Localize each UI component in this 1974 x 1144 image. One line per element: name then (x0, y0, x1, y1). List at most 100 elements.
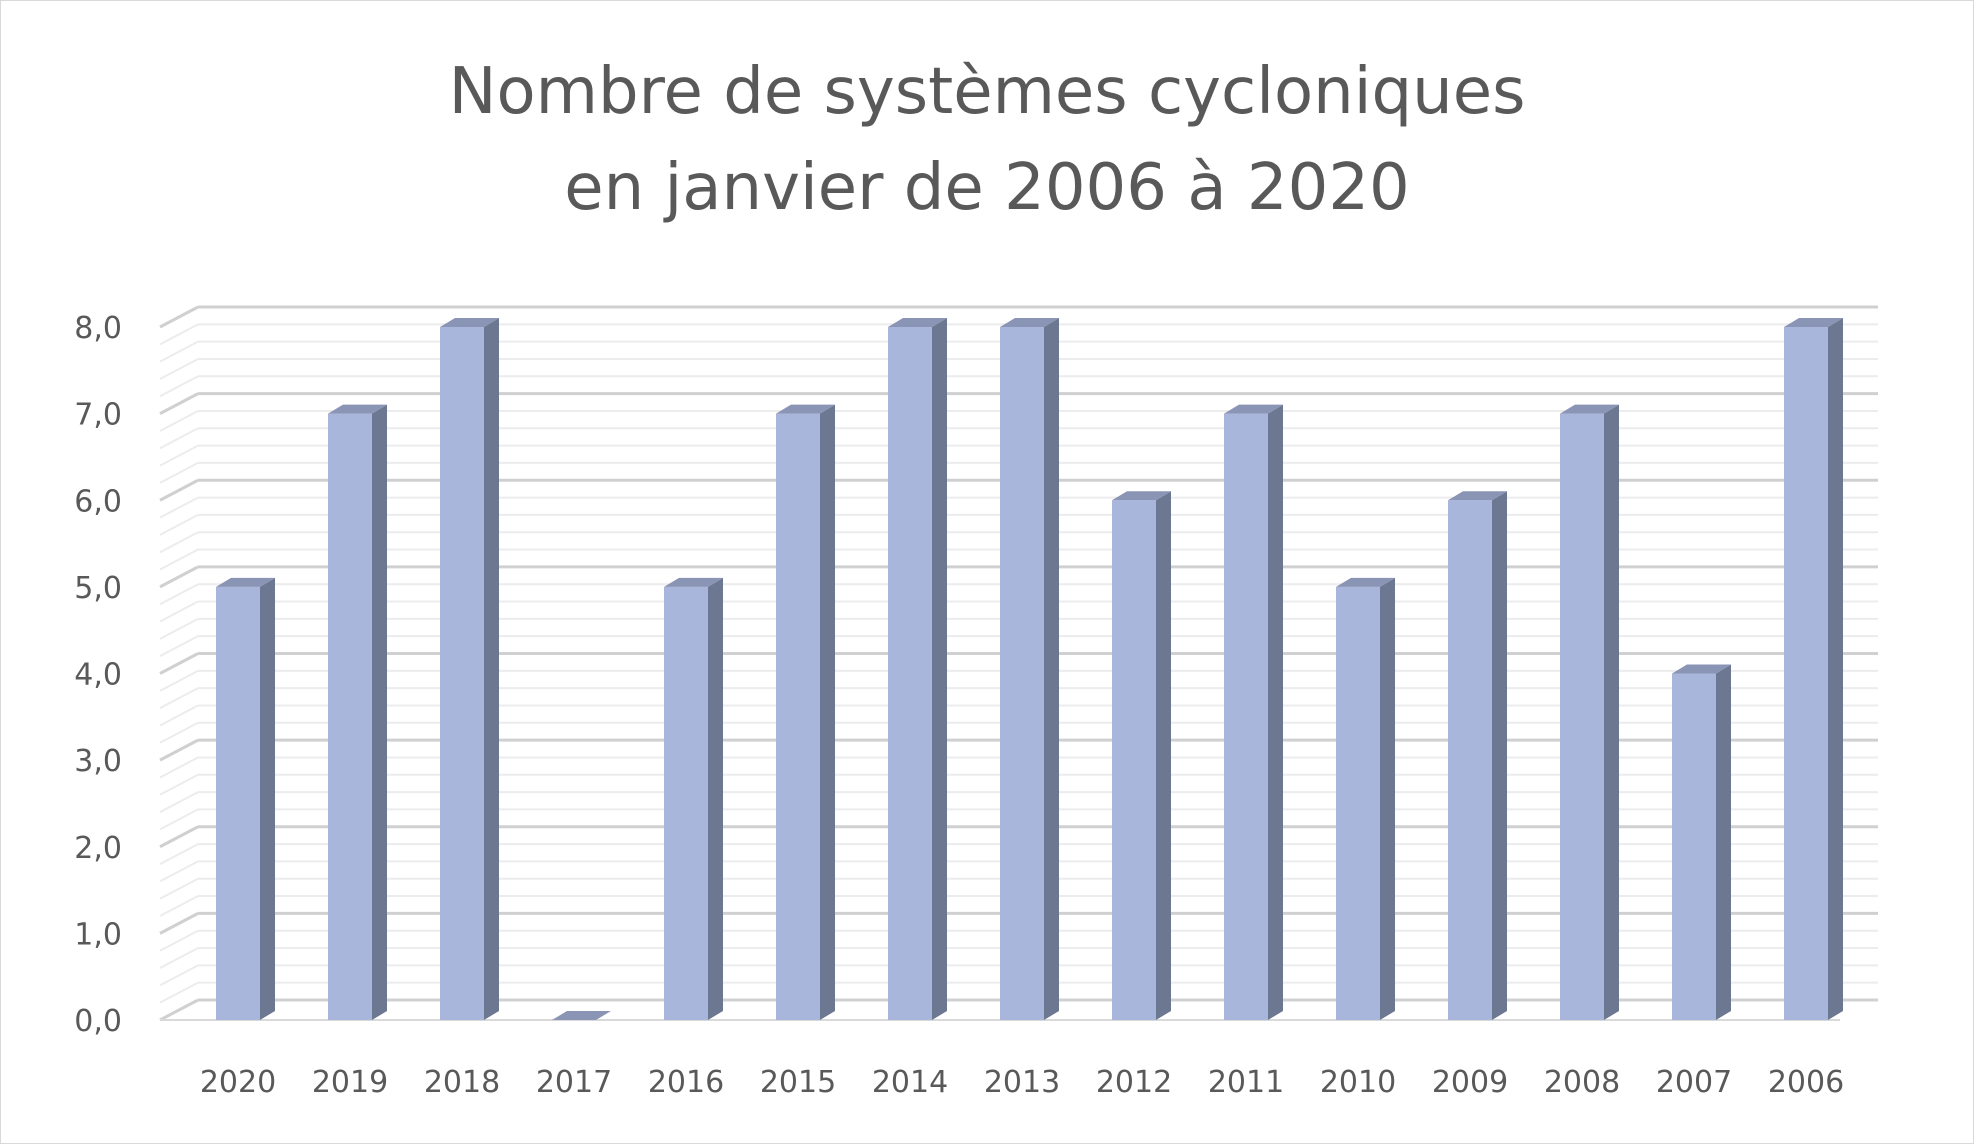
bar (1112, 491, 1171, 1020)
bar-top (888, 318, 947, 327)
bar-top (1112, 491, 1171, 501)
gridline-minor-depth (159, 669, 199, 692)
bar-top (1560, 404, 1619, 414)
gridline-minor-depth (159, 600, 199, 623)
bar-side (372, 404, 387, 1020)
x-tick-label: 2019 (312, 1065, 388, 1100)
bar-front (1112, 500, 1156, 1020)
x-tick-label: 2020 (200, 1065, 276, 1100)
bar (664, 577, 723, 1020)
bar (888, 318, 947, 1020)
gridline-major-depth (159, 478, 199, 502)
gridline-minor-depth (159, 773, 199, 796)
x-tick-label: 2017 (536, 1065, 612, 1100)
gridline-minor-depth (159, 964, 199, 987)
gridline-minor-depth (159, 929, 199, 952)
x-axis-ticks: 2020 2019 2018 2017 2016 2015 2014 2013 2012 2011… (200, 1065, 1844, 1100)
bar-front (664, 586, 708, 1020)
bar-front (1448, 500, 1492, 1020)
bar-front (440, 327, 484, 1020)
y-tick-label: 1,0 (74, 917, 122, 952)
x-tick-label: 2006 (1768, 1065, 1844, 1100)
bar (1448, 491, 1507, 1020)
x-tick-label: 2009 (1432, 1065, 1508, 1100)
bar (1784, 318, 1843, 1020)
gridline-minor-depth (159, 427, 199, 450)
bar-top (1448, 491, 1507, 501)
bar-layer (216, 318, 1843, 1020)
y-tick-label: 2,0 (74, 831, 122, 866)
x-tick-label: 2008 (1544, 1065, 1620, 1100)
bar-front (1000, 327, 1044, 1020)
bar-side (932, 318, 947, 1020)
bar-top (776, 404, 835, 414)
gridline-major-depth (159, 998, 199, 1022)
bar-side (1156, 491, 1171, 1020)
gridline-minor-depth (159, 323, 199, 346)
x-tick-label: 2014 (872, 1065, 948, 1100)
gridline-major-depth (159, 825, 199, 849)
y-tick-label: 5,0 (74, 571, 122, 606)
y-tick-label: 7,0 (74, 398, 122, 433)
gridline-minor-depth (159, 617, 199, 640)
gridline-major-depth (159, 305, 199, 329)
bar-side (1268, 404, 1283, 1020)
x-tick-label: 2010 (1320, 1065, 1396, 1100)
gridline-minor-depth (159, 808, 199, 831)
gridline-minor-depth (159, 843, 199, 865)
x-tick-label: 2016 (648, 1065, 724, 1100)
bar-front (776, 413, 820, 1020)
y-axis-ticks: 0,0 1,0 2,0 3,0 4,0 5,0 6,0 7,0 8,0 (74, 311, 122, 1039)
gridline-minor-depth (159, 895, 199, 917)
x-tick-label: 2015 (760, 1065, 836, 1100)
bar-front (1336, 586, 1380, 1020)
bar-front (1224, 413, 1268, 1020)
gridline-major-depth (159, 652, 199, 675)
y-tick-label: 8,0 (74, 311, 122, 346)
gridline-major-depth (159, 392, 199, 415)
bar (552, 1011, 611, 1020)
gridline-major-depth (159, 738, 199, 762)
x-tick-label: 2018 (424, 1065, 500, 1100)
bar (440, 318, 499, 1020)
bar-top (1672, 664, 1731, 674)
x-tick-label: 2011 (1208, 1065, 1284, 1100)
gridline-major-depth (159, 912, 199, 935)
bar (1560, 404, 1619, 1020)
gridline-minor-depth (159, 462, 199, 484)
gridline-minor-depth (159, 340, 199, 363)
gridline-minor-depth (159, 358, 199, 380)
chart-title: Nombre de systèmes cycloniques en janvie… (0, 44, 1974, 236)
bar-front (1784, 327, 1828, 1020)
gridline-minor-depth (159, 791, 199, 813)
gridline-minor-depth (159, 583, 199, 606)
bar-front (328, 413, 372, 1020)
y-tick-label: 3,0 (74, 744, 122, 779)
y-tick-label: 0,0 (74, 1004, 122, 1039)
bar-top (1000, 318, 1059, 327)
gridline-minor-depth (159, 444, 199, 467)
bar-front (888, 327, 932, 1020)
bar (1336, 577, 1395, 1020)
bar-top (552, 1011, 611, 1020)
bar (776, 404, 835, 1020)
bar-top (1336, 577, 1395, 587)
bar (328, 404, 387, 1020)
gridline-minor-depth (159, 877, 199, 900)
chart-title-line-2: en janvier de 2006 à 2020 (564, 151, 1410, 225)
gridline-minor-depth (159, 375, 199, 398)
bar (216, 577, 275, 1020)
bar-top (664, 577, 723, 587)
bar (1224, 404, 1283, 1020)
bar (1672, 664, 1731, 1020)
bar-side (1492, 491, 1507, 1020)
gridline-minor-depth (159, 704, 199, 727)
bar-side (484, 318, 499, 1020)
gridline-minor-depth (159, 496, 199, 519)
x-tick-label: 2012 (1096, 1065, 1172, 1100)
gridline-minor-depth (159, 756, 199, 779)
bar-top (440, 318, 499, 327)
gridline-minor-depth (159, 721, 199, 744)
gridline-minor-depth (159, 514, 199, 536)
y-tick-label: 6,0 (74, 484, 122, 519)
